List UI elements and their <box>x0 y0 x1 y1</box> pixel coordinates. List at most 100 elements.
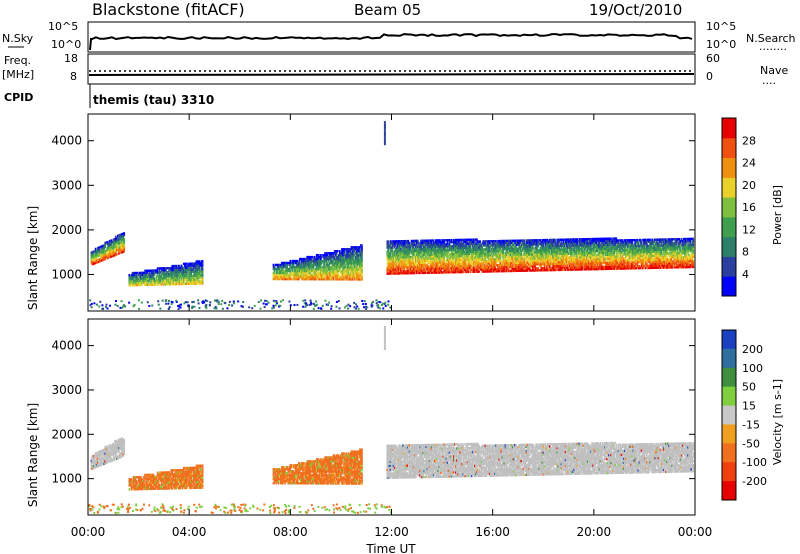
range-cell <box>395 262 398 265</box>
range-cell <box>434 257 437 260</box>
range-cell <box>430 257 433 260</box>
range-cell <box>351 250 354 253</box>
range-cell <box>360 274 362 277</box>
range-cell <box>459 260 461 264</box>
noise-right-label: N.Search <box>746 32 796 45</box>
range-cell <box>447 239 450 242</box>
range-cell <box>449 257 452 260</box>
range-cell <box>448 249 451 252</box>
nave-dots: .... <box>762 74 776 87</box>
range-cell <box>573 258 575 261</box>
range-cell <box>189 270 191 273</box>
range-cell <box>92 252 95 256</box>
range-cell <box>535 239 537 242</box>
range-cell <box>118 242 120 245</box>
range-cell <box>483 268 486 271</box>
range-cell <box>457 246 459 250</box>
range-cell <box>341 260 343 263</box>
range-cell <box>120 233 122 236</box>
range-cell <box>421 253 423 257</box>
range-cell <box>501 245 504 249</box>
range-cell <box>531 255 533 258</box>
range-cell <box>442 243 445 246</box>
range-cell <box>596 265 599 269</box>
range-cell <box>603 259 606 263</box>
range-cell <box>401 242 403 245</box>
range-cell <box>395 256 398 259</box>
range-cell <box>523 261 526 264</box>
range-cell <box>471 240 474 243</box>
range-cell <box>478 242 480 245</box>
range-cell <box>474 240 476 243</box>
range-cell <box>619 267 622 270</box>
range-cell <box>547 254 550 258</box>
range-cell <box>542 252 545 256</box>
range-cell <box>305 275 307 279</box>
range-cell <box>274 277 277 281</box>
range-cell <box>616 241 619 244</box>
range-cell <box>613 251 615 254</box>
range-cell <box>586 239 589 243</box>
range-cell <box>563 246 566 249</box>
range-cell <box>400 248 402 251</box>
range-cell <box>359 246 361 249</box>
range-cell <box>440 271 442 274</box>
range-cell <box>360 256 362 259</box>
range-cell <box>312 263 315 267</box>
range-cell <box>485 270 488 273</box>
range-cell <box>400 270 402 273</box>
range-cell <box>424 269 427 273</box>
range-cell <box>438 247 440 250</box>
range-cell <box>310 269 313 273</box>
range-cell <box>455 258 457 262</box>
range-cell <box>608 245 610 248</box>
range-cell <box>345 270 347 273</box>
range-cell <box>506 247 509 251</box>
range-cell <box>272 275 275 279</box>
range-cell <box>603 257 606 261</box>
range-cell <box>357 274 360 277</box>
range-cell <box>555 242 557 246</box>
range-cell <box>402 270 404 273</box>
range-cell <box>535 255 537 258</box>
range-cell <box>334 260 337 263</box>
range-cell <box>611 245 613 248</box>
range-cell <box>429 245 432 248</box>
range-cell <box>609 241 611 244</box>
range-cell <box>579 256 582 259</box>
range-cell <box>395 242 398 245</box>
range-cell <box>438 253 440 256</box>
range-cell <box>414 269 417 273</box>
range-cell <box>600 241 603 245</box>
range-cell <box>507 269 510 273</box>
range-cell <box>486 256 489 259</box>
range-cell <box>500 243 503 247</box>
range-cell <box>136 283 139 287</box>
range-cell <box>589 245 591 249</box>
range-cell <box>432 255 435 258</box>
range-cell <box>439 261 441 264</box>
range-cell <box>598 247 601 251</box>
range-cell <box>343 262 345 265</box>
range-cell <box>600 263 603 267</box>
range-cell <box>112 254 115 257</box>
range-cell <box>194 282 197 285</box>
range-cell <box>332 268 335 271</box>
range-cell <box>566 252 569 255</box>
range-cell <box>355 254 358 257</box>
range-cell <box>563 244 566 247</box>
range-cell <box>179 268 182 272</box>
range-cell <box>425 251 428 254</box>
range-cell <box>361 248 363 251</box>
range-cell <box>122 238 125 241</box>
range-cell <box>483 260 486 263</box>
range-cell <box>519 253 522 256</box>
range-cell <box>170 266 173 270</box>
range-cell <box>315 261 318 265</box>
range-cell <box>609 247 611 250</box>
range-cell <box>201 272 204 275</box>
range-cell <box>99 258 101 261</box>
range-cell <box>389 268 392 271</box>
range-cell <box>274 263 277 267</box>
range-cell <box>504 251 507 255</box>
